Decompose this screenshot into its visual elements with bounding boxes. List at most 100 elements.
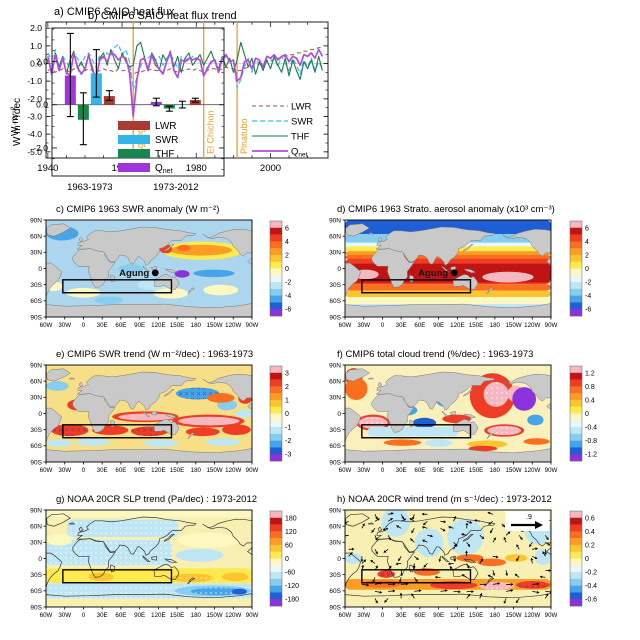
colorbar-tick: 0.4 (585, 397, 595, 404)
lon-label: 60W (339, 322, 352, 329)
lat-label: 30S (329, 572, 341, 579)
lon-label: 150E (170, 612, 184, 619)
lon-label: 120W (225, 612, 241, 619)
panel-g: g) NOAA 20CR SLP trend (Pa/dec) : 1973-2… (4, 493, 318, 637)
legend-swatch (118, 149, 150, 158)
lon-label: 120W (225, 322, 241, 329)
lat-label: 60S (30, 298, 42, 305)
lon-label: 120E (151, 467, 165, 474)
lat-label: 60N (30, 234, 42, 241)
panel-b-ytick: -2.0 (33, 143, 48, 153)
colorbar-tick: 180 (285, 515, 297, 522)
lon-label: 180 (490, 467, 501, 474)
lat-label: 0 (38, 266, 42, 273)
lon-label: 150E (469, 322, 483, 329)
lat-label: 90S (329, 314, 341, 321)
lat-label: 60S (329, 443, 341, 450)
lon-label: 90W (246, 467, 259, 474)
lon-label: 0 (381, 467, 385, 474)
panel-d: d) CMIP6 1963 Strato. aerosol anomaly (x… (320, 203, 640, 347)
lon-label: 0 (381, 612, 385, 619)
colorbar-tick: -0.4 (585, 583, 597, 590)
lat-label: 30S (30, 282, 42, 289)
lon-label: 30E (97, 322, 108, 329)
panel-h: h) NOAA 20CR wind trend (m s⁻¹/dec) : 19… (320, 493, 640, 637)
legend-label: LWR (155, 121, 176, 132)
colorbar-tick: 6 (585, 225, 589, 232)
lat-label: 30S (329, 427, 341, 434)
colorbar-tick: -0.2 (585, 570, 597, 577)
agung-marker: Agung (418, 268, 458, 279)
colorbar-tick: 0.6 (585, 515, 595, 522)
lon-label: 150W (505, 322, 521, 329)
lat-label: 60N (30, 524, 42, 531)
panel-a-xtick: 2000 (260, 163, 281, 174)
lat-label: 90N (329, 217, 341, 224)
lon-label: 180 (191, 467, 202, 474)
colorbar-tick: -0.4 (585, 425, 597, 432)
colorbar-tick: -2 (585, 280, 591, 287)
colorbar-tick: 0 (285, 266, 289, 273)
lon-label: 30W (357, 322, 370, 329)
lon-label: 30E (396, 467, 407, 474)
panel-d-title: d) CMIP6 1963 Strato. aerosol anomaly (x… (337, 204, 555, 215)
colorbar-tick: -4 (285, 293, 291, 300)
lon-label: 120E (151, 612, 165, 619)
panel-e-title: e) CMIP6 SWR trend (W m⁻²/dec) : 1963-19… (56, 349, 254, 360)
lon-label: 60E (414, 467, 425, 474)
lon-label: 30W (357, 612, 370, 619)
colorbar-f: 1.2 0.8 0.4 0 -0.4 -0.8 -1.2 (569, 365, 597, 462)
lat-label: 30N (30, 540, 42, 547)
lon-label: 0 (82, 322, 86, 329)
colorbar-tick: -1.2 (585, 452, 597, 459)
colorbar-tick: 0.8 (585, 384, 595, 391)
colorbar-tick: -120 (285, 583, 299, 590)
colorbar-tick: 0.4 (585, 529, 595, 536)
lon-label: 150W (206, 467, 222, 474)
lat-label: 60S (329, 588, 341, 595)
lon-label: 30E (396, 322, 407, 329)
saio-region-box (62, 279, 173, 294)
lat-label: 90S (329, 459, 341, 466)
lon-label: 90W (545, 467, 558, 474)
lon-label: 90E (433, 467, 444, 474)
lat-label: 0 (337, 411, 341, 418)
legend-label: SWR (155, 135, 178, 146)
legend-label: THF (155, 149, 174, 160)
lon-label: 120W (524, 322, 540, 329)
panel-b: b) CMIP6 SAIO heat flux trend W m⁻²/dec … (0, 4, 306, 202)
lon-label: 30E (396, 612, 407, 619)
continents (46, 513, 252, 607)
panel-b-ytick: 0.0 (36, 100, 48, 110)
lat-label: 90N (30, 217, 42, 224)
lat-label: 60S (329, 298, 341, 305)
lon-label: 60W (40, 322, 53, 329)
lat-label: 60N (329, 234, 341, 241)
panel-b-category: 1973-2012 (153, 182, 198, 193)
lon-label: 90W (246, 612, 259, 619)
lat-label: 90S (30, 314, 42, 321)
legend-label: LWR (291, 102, 312, 113)
lon-label: 180 (191, 612, 202, 619)
lon-label: 30W (58, 612, 71, 619)
colorbar-tick: -1 (285, 425, 291, 432)
lon-label: 0 (82, 612, 86, 619)
lat-label: 0 (337, 266, 341, 273)
colorbar-tick: 2 (285, 252, 289, 259)
saio-region-box (361, 569, 472, 584)
lon-label: 90E (134, 612, 145, 619)
colorbar-d: 6 4 2 0 -2 -4 -6 (569, 220, 591, 317)
lon-label: 120E (450, 612, 464, 619)
lon-label: 60E (115, 467, 126, 474)
panel-h-title: h) NOAA 20CR wind trend (m s⁻¹/dec) : 19… (337, 494, 552, 505)
colorbar-tick: 0 (585, 266, 589, 273)
lon-label: 60W (40, 467, 53, 474)
continents (46, 368, 252, 462)
panel-a-xtick: 1980 (186, 163, 207, 174)
